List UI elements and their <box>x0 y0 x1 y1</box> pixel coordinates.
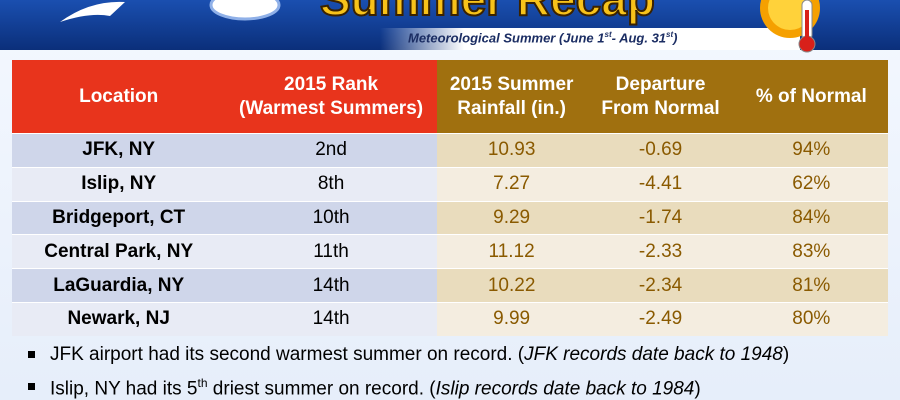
location-cell: Central Park, NY <box>12 234 226 269</box>
value-cell: 7.27 <box>436 166 587 202</box>
table-body: JFK, NY 2nd 10.93 -0.69 94% Islip, NY 8th 7.27-… <box>12 133 888 336</box>
logo-emblem <box>209 0 281 21</box>
value-cell: 9.99 <box>436 301 587 336</box>
sun-thermometer-icon <box>760 0 820 53</box>
thermometer-mercury <box>805 10 809 42</box>
table-row: LaGuardia, NY 14th 10.22 -2.34 81% <box>12 268 888 303</box>
location-cell: LaGuardia, NY <box>12 268 226 303</box>
value-cell: -0.69 <box>586 133 735 168</box>
header-line: Departure <box>615 73 706 95</box>
value-cell: 9.29 <box>436 200 587 235</box>
logo <box>60 0 281 22</box>
bullet-list: JFK airport had its second warmest summe… <box>22 344 789 400</box>
bullet-text: ) <box>782 344 790 365</box>
header-line: From Normal <box>601 97 720 119</box>
column-header: 2015 Rank (Warmest Summers) <box>225 60 437 134</box>
value-cell: 81% <box>734 268 888 303</box>
value-cell: 83% <box>734 234 888 269</box>
bullet-note: JFK records date back to 1948 <box>524 344 783 365</box>
value-cell: -4.41 <box>586 166 735 202</box>
subtitle-bar <box>380 28 800 50</box>
bullet-sup: th <box>197 376 208 390</box>
value-cell: -2.33 <box>586 234 735 269</box>
subtitle-sup: st <box>666 30 674 39</box>
value-cell: -1.74 <box>586 200 735 235</box>
bullet-note: Islip records date back to 1984 <box>435 378 695 400</box>
slide-title: Summer Recap <box>319 0 656 26</box>
table-row: Bridgeport, CT 10th 9.29 -1.74 84% <box>12 200 888 235</box>
value-cell: 10.22 <box>436 268 587 303</box>
logo-swoosh <box>60 1 125 22</box>
data-table: Location 2015 Rank (Warmest Summers) 2015 S… <box>12 60 888 336</box>
column-header: Location <box>12 60 226 134</box>
bullet-text: JFK airport had its second warmest summe… <box>50 344 525 365</box>
bullet: Islip, NY had its 5th driest summer on r… <box>22 376 789 400</box>
bullet-text: Islip, NY had its 5 <box>50 378 198 400</box>
header-line: 2015 Rank <box>284 73 379 95</box>
value-cell: -2.49 <box>586 301 735 336</box>
table-row: Central Park, NY 11th 11.12 -2.33 83% <box>12 234 888 269</box>
bullet-text: ) <box>694 378 701 400</box>
location-cell: Newark, NJ <box>12 301 226 336</box>
value-cell: 80% <box>734 301 888 336</box>
table-row: Islip, NY 8th 7.27 -4.41 62% <box>12 166 888 202</box>
header-line: Location <box>79 85 159 107</box>
table-row: Newark, NJ 14th 9.99 -2.49 80% <box>12 301 888 336</box>
bullet-text: driest summer on record. ( <box>207 378 436 400</box>
value-cell: 10th <box>225 200 437 235</box>
header-line: % of Normal <box>755 85 867 107</box>
header-line: 2015 Summer <box>449 73 574 95</box>
subtitle: Meteorological Summer (June 1st- Aug. 31… <box>408 30 678 45</box>
subtitle-text: - Aug. 31 <box>611 30 667 46</box>
header-line: (Warmest Summers) <box>239 97 424 119</box>
location-cell: Islip, NY <box>12 166 226 202</box>
value-cell: 84% <box>734 200 888 235</box>
bullet: JFK airport had its second warmest summe… <box>22 344 789 366</box>
location-cell: Bridgeport, CT <box>12 200 226 235</box>
column-header: % of Normal <box>734 60 888 134</box>
header-row: Location 2015 Rank (Warmest Summers) 2015 S… <box>12 60 888 134</box>
subtitle-text: Meteorological Summer (June 1 <box>408 30 605 46</box>
table-row: JFK, NY 2nd 10.93 -0.69 94% <box>12 133 888 168</box>
value-cell: 14th <box>225 268 437 303</box>
value-cell: 62% <box>734 166 888 202</box>
location-cell: JFK, NY <box>12 133 226 168</box>
value-cell: 11th <box>225 234 437 269</box>
value-cell: -2.34 <box>586 268 735 303</box>
value-cell: 2nd <box>225 133 437 168</box>
subtitle-text: ) <box>673 30 678 46</box>
value-cell: 8th <box>225 166 437 202</box>
value-cell: 14th <box>225 301 437 336</box>
value-cell: 10.93 <box>436 133 587 168</box>
subtitle-sup: st <box>604 30 612 39</box>
column-header: Departure From Normal <box>586 60 735 134</box>
value-cell: 94% <box>734 133 888 168</box>
value-cell: 11.12 <box>436 234 587 269</box>
column-header: 2015 Summer Rainfall (in.) <box>436 60 587 134</box>
header-line: Rainfall (in.) <box>457 97 566 119</box>
sun-core <box>768 0 812 30</box>
